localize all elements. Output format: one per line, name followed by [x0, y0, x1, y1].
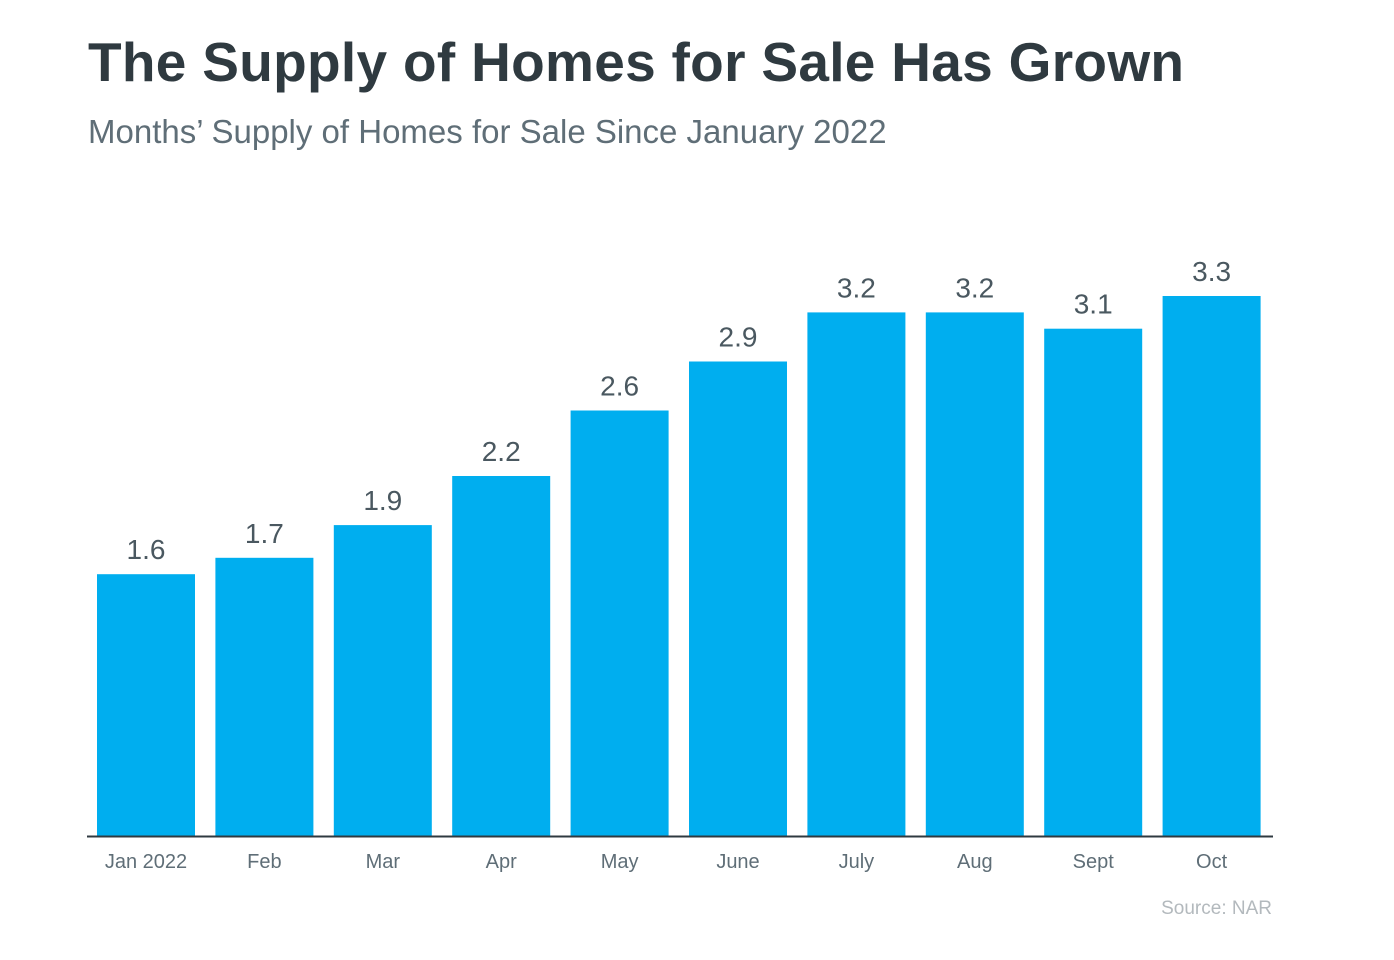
bar: [925, 312, 1024, 836]
bar-value-label: 3.1: [1074, 289, 1113, 320]
bar-value-label: 1.6: [127, 534, 166, 565]
x-tick-label: Sept: [1073, 851, 1115, 873]
bar: [689, 361, 787, 836]
chart-subtitle: Months’ Supply of Homes for Sale Since J…: [88, 113, 887, 150]
bar-value-label: 3.3: [1192, 256, 1231, 287]
bar-value-label: 2.2: [482, 436, 521, 467]
x-tick-label: Aug: [957, 851, 993, 873]
x-tick-label: June: [716, 851, 759, 873]
bar-value-label: 1.9: [363, 485, 402, 516]
bar-value-label: 1.7: [245, 518, 284, 549]
x-tick-label: May: [601, 851, 639, 873]
bar-value-label: 3.2: [837, 272, 876, 303]
x-tick-label: Feb: [247, 851, 281, 873]
bar-value-label: 2.9: [719, 322, 758, 353]
bars-layer: [97, 296, 1261, 836]
x-tick-label: Apr: [486, 851, 517, 873]
bar: [1044, 328, 1143, 836]
bar: [452, 476, 551, 836]
value-labels-layer: 1.6 1.7 1.9 2.2 2.6 2.9 3.2 3.2 3.1 3.3: [127, 256, 1232, 565]
bar: [215, 557, 314, 836]
x-tick-label: Mar: [366, 851, 401, 873]
x-tick-labels-layer: Jan 2022 Feb Mar Apr May June July Aug Sept Oct: [105, 851, 1228, 873]
bar: [97, 574, 195, 836]
chart-title: The Supply of Homes for Sale Has Grown: [88, 31, 1185, 93]
bar: [807, 312, 906, 836]
x-tick-label: Jan 2022: [105, 851, 187, 873]
x-tick-label: Oct: [1196, 851, 1228, 873]
bar-value-label: 2.6: [600, 371, 639, 402]
bar: [333, 525, 432, 836]
source-note: Source: NAR: [1161, 898, 1272, 919]
x-tick-label: July: [839, 851, 875, 873]
bar: [570, 410, 669, 836]
bar-value-label: 3.2: [955, 272, 994, 303]
bar: [1162, 296, 1261, 836]
